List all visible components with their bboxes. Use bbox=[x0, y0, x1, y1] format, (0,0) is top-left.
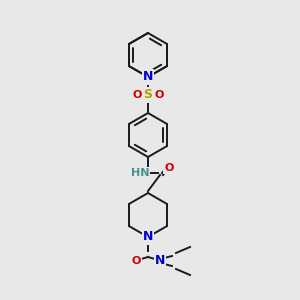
Text: O: O bbox=[164, 163, 174, 173]
Text: S: S bbox=[143, 88, 152, 101]
Text: N: N bbox=[143, 70, 153, 83]
Text: N: N bbox=[143, 230, 153, 244]
Text: N: N bbox=[155, 254, 165, 268]
Text: HN: HN bbox=[131, 168, 149, 178]
Text: O: O bbox=[154, 90, 164, 100]
Text: O: O bbox=[131, 256, 141, 266]
Text: O: O bbox=[132, 90, 142, 100]
